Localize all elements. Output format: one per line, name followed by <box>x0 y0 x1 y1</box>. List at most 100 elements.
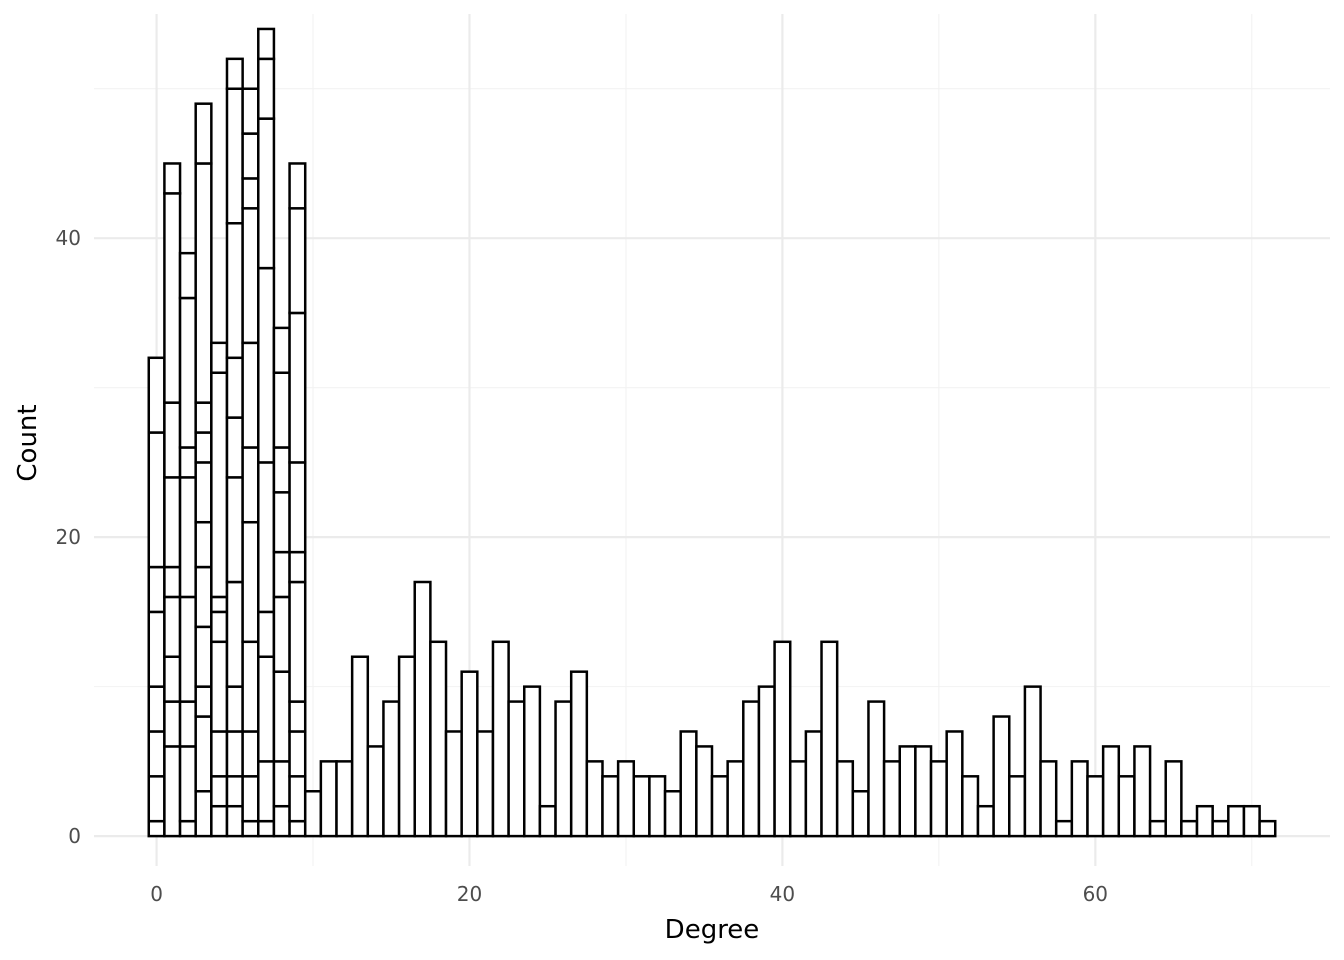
histogram-bar <box>788 760 808 838</box>
histogram-bar-segment <box>225 416 244 479</box>
histogram-bar <box>1258 819 1277 838</box>
histogram-bar-segment <box>147 685 166 733</box>
histogram-bar-segment <box>210 775 229 808</box>
histogram-bar <box>804 730 823 838</box>
histogram-bar <box>1195 804 1214 838</box>
histogram-bar-segment <box>225 57 244 90</box>
histogram-bar-segment <box>288 730 307 778</box>
histogram-bar <box>429 640 448 838</box>
histogram-bar <box>1086 775 1105 838</box>
histogram-bar <box>350 655 370 838</box>
histogram-bar <box>382 700 401 838</box>
histogram-bar-segment <box>257 27 276 61</box>
histogram-bar <box>319 760 338 838</box>
histogram-bar <box>992 715 1011 838</box>
histogram-bar-segment <box>163 595 182 658</box>
histogram-bar <box>976 804 995 838</box>
histogram-bar-segment <box>210 804 229 838</box>
histogram-bar <box>444 730 463 838</box>
histogram-bar <box>1117 775 1136 838</box>
histogram-bar-segment <box>272 760 291 808</box>
histogram-bar-segment <box>241 132 260 180</box>
histogram-bar-segment <box>241 177 260 210</box>
histogram-bar-segment <box>178 745 197 823</box>
histogram-bar-segment <box>288 311 307 464</box>
histogram-bar <box>507 700 526 838</box>
histogram-bar-segment <box>288 207 307 315</box>
histogram-bar <box>679 730 698 838</box>
histogram-bar <box>538 804 557 838</box>
histogram-bar-segment <box>257 819 276 838</box>
histogram-bar-segment <box>194 431 213 464</box>
histogram-bar-segment <box>178 819 197 838</box>
histogram-bar-segment <box>194 715 213 793</box>
histogram-bar-segment <box>147 730 166 778</box>
histogram-bar-segment <box>225 685 244 733</box>
histogram-bar-segment <box>210 341 229 374</box>
y-axis-title: Count <box>13 404 43 481</box>
histogram-bar <box>1039 760 1058 838</box>
histogram-bar <box>929 760 948 838</box>
y-axis-tick-labels: 0 20 40 <box>56 226 81 848</box>
histogram-bar-segment <box>163 565 182 599</box>
histogram-bar-segment <box>241 819 260 838</box>
histogram-bar-segment <box>241 640 260 733</box>
histogram-bar-segment <box>163 401 182 479</box>
histogram-bar-segment <box>272 446 291 494</box>
histogram-bar-segment <box>194 102 213 165</box>
histogram-bar <box>961 775 980 838</box>
histogram-bar-segment <box>178 595 197 703</box>
x-tick-label: 0 <box>150 882 163 906</box>
histogram-bar-segment <box>257 117 276 270</box>
histogram-bar-segment <box>210 371 229 599</box>
histogram-bar <box>460 670 479 838</box>
histogram-bar-segment <box>163 476 182 569</box>
histogram-bar-segment <box>241 207 260 345</box>
histogram-bar <box>1101 745 1121 838</box>
x-tick-label: 60 <box>1083 882 1108 906</box>
histogram-bar-segment <box>241 730 260 778</box>
histogram-bar-segment <box>178 251 197 300</box>
histogram-bar-segment <box>178 476 197 599</box>
histogram-bar-segment <box>288 461 307 554</box>
histogram-bar <box>1023 685 1042 838</box>
histogram-bar-segment <box>241 341 260 449</box>
histogram-bar <box>648 775 667 838</box>
histogram-bar <box>757 685 776 838</box>
histogram-bar-segment <box>147 775 166 823</box>
histogram-bar-segment <box>210 610 229 644</box>
histogram-bar-segment <box>272 371 291 449</box>
histogram-bars <box>147 27 1277 838</box>
histogram-bar <box>1133 745 1152 838</box>
histogram-bar <box>1148 819 1167 838</box>
histogram-bar-segment <box>194 565 213 629</box>
histogram-bar-segment <box>288 775 307 823</box>
histogram-bar-segment <box>241 87 260 135</box>
histogram-bar <box>1008 775 1027 838</box>
histogram-bar <box>1180 819 1199 838</box>
histogram-bar-segment <box>147 356 166 434</box>
histogram-bar <box>851 790 870 838</box>
histogram-bar-segment <box>257 610 276 658</box>
histogram-bar-segment <box>225 476 244 584</box>
histogram-bar <box>366 745 385 838</box>
histogram-bar <box>835 760 855 838</box>
histogram-bar-segment <box>147 819 166 838</box>
histogram-bar-segment <box>241 520 260 644</box>
histogram-bar-segment <box>225 580 244 688</box>
histogram-bar-segment <box>163 655 182 703</box>
histogram-bar <box>820 640 839 838</box>
histogram-bar-segment <box>163 162 182 195</box>
histogram-bar <box>585 760 604 838</box>
histogram-bar-segment <box>194 162 213 404</box>
histogram-bar <box>726 760 745 838</box>
histogram-bar-segment <box>272 326 291 374</box>
histogram-bar <box>569 670 589 838</box>
histogram-bar-segment <box>288 580 307 703</box>
histogram-bar-segment <box>288 700 307 733</box>
histogram-bar <box>882 760 901 838</box>
y-tick-label: 40 <box>56 226 81 250</box>
histogram-bar <box>898 745 917 838</box>
histogram-bar-segment <box>272 595 291 673</box>
